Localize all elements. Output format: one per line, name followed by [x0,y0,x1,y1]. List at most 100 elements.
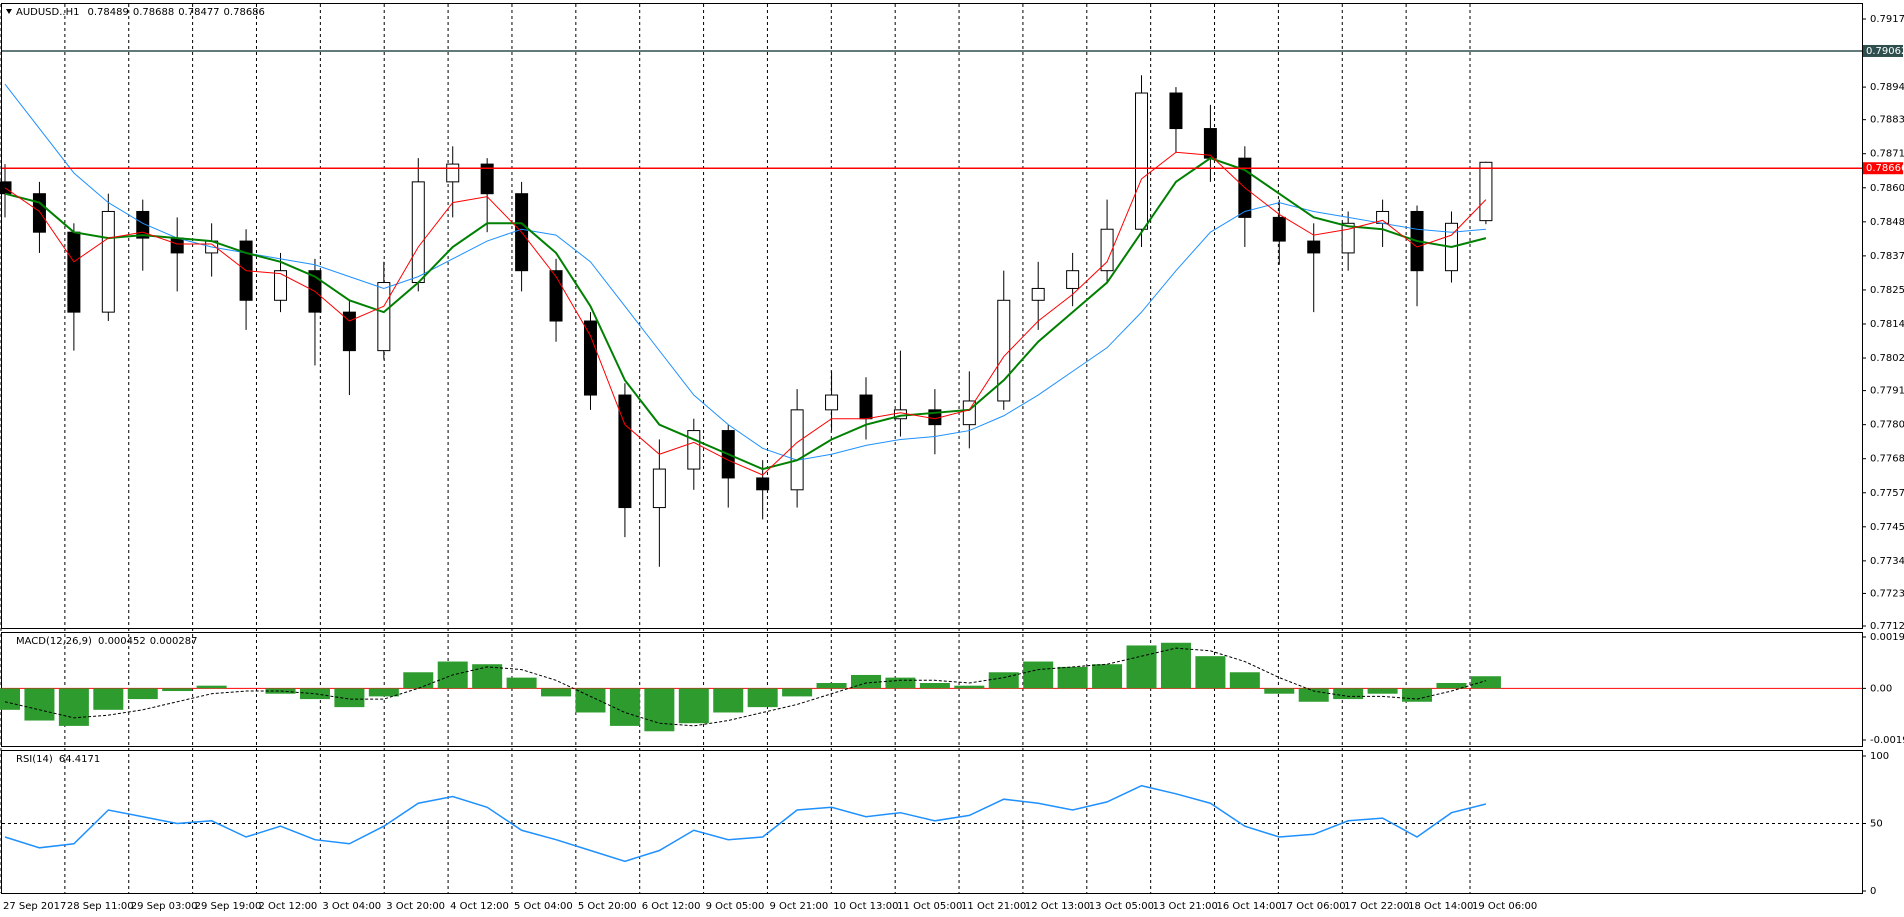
x-tick-label: 9 Oct 05:00 [706,901,765,912]
x-tick-label: 17 Oct 06:00 [1280,901,1345,912]
candle-body [1100,228,1114,272]
candle-body [1066,270,1080,289]
y-tick-label: 0 [1870,886,1876,897]
ohlc-value: 0.78686 [224,7,265,18]
candle-body [377,282,391,352]
price-box [1863,44,1903,57]
y-tick-label: 50 [1870,819,1883,830]
candle-body [618,394,632,509]
y-tick-label: 0.77455 [1870,522,1904,533]
macd-bar [162,688,193,692]
y-tick-label: 0.77685 [1870,454,1904,465]
x-tick-label: 10 Oct 13:00 [833,901,898,912]
y-tick-label: 0.78025 [1870,353,1904,364]
macd-bar [506,677,537,689]
y-tick-label: 0.78255 [1870,285,1904,296]
candle-body [859,394,873,420]
candle-body [790,409,804,491]
x-tick-label: 28 Sep 11:00 [67,901,134,912]
x-tick-label: 29 Sep 19:00 [195,901,262,912]
x-tick-label: 9 Oct 21:00 [769,901,828,912]
candle-body [1272,216,1286,242]
moving-average [4,151,1487,476]
y-tick-label: 0.00 [1870,683,1892,694]
candle-body [136,210,150,239]
x-tick-label: 13 Oct 21:00 [1153,901,1218,912]
price-label: 0.79062 [1866,46,1904,57]
macd-value: 0.000287 [150,636,198,647]
macd-bar [1470,676,1501,689]
rsi-value: 64.4171 [59,754,100,765]
x-tick-label: 6 Oct 12:00 [642,901,701,912]
x-tick-label: 13 Oct 05:00 [1089,901,1154,912]
macd-bar [678,688,709,724]
macd-bar [1298,688,1329,702]
macd-bar [265,688,296,694]
macd-bar [644,688,675,732]
macd-bar [885,677,916,689]
candle-body [1479,161,1493,222]
candle-body [274,270,288,301]
candle-body [1341,222,1355,254]
macd-bar [713,688,744,713]
x-tick-label: 17 Oct 22:00 [1344,901,1409,912]
menu-arrow[interactable] [6,9,12,14]
macd-bar [782,688,813,697]
ohlc-value: 0.78688 [133,7,174,18]
candle-body [1135,92,1149,230]
candle-body [67,231,81,313]
macd-bar [919,682,950,689]
candle-body [1169,92,1183,130]
macd-value: 0.000452 [98,636,146,647]
macd-bar [851,674,881,689]
candle-body [446,163,460,183]
macd-bar [575,688,606,713]
candle-body [1031,287,1045,301]
macd-bar [299,688,330,700]
x-tick-label: 29 Sep 03:00 [131,901,198,912]
y-tick-label: 0.77915 [1870,386,1904,397]
y-tick-label: 0.001915 [1870,632,1904,643]
macd-bar [1333,688,1364,700]
symbol-label: AUDUSD..H1 [16,7,79,18]
candle-body [101,210,115,313]
macd-bar [93,688,124,710]
macd-bar [472,664,503,689]
macd-bar [1126,645,1157,689]
x-tick-label: 11 Oct 21:00 [961,901,1026,912]
macd-bar [1057,666,1088,689]
y-tick-label: 0.78485 [1870,217,1904,228]
macd-bar [368,688,399,697]
candle-body [825,394,839,411]
candle-body [583,320,597,396]
macd-bar [816,682,847,689]
macd-bar [1402,688,1433,702]
candle-body [32,193,46,233]
candle-body [756,477,770,491]
macd-bar [58,688,89,726]
x-tick-label: 19 Oct 06:00 [1472,901,1537,912]
x-tick-label: 5 Oct 20:00 [578,901,637,912]
ohlc-value: 0.78477 [178,7,219,18]
macd-bar [24,688,55,721]
macd-bar [954,685,985,689]
ohlc-value: 0.78489 [87,7,128,18]
price-label: 0.78666 [1866,163,1904,174]
macd-bar [1023,661,1054,689]
candle-body [480,163,494,195]
macd-bar [334,688,365,708]
macd-bar [1229,672,1260,689]
macd-bar [1160,642,1191,689]
x-tick-label: 11 Oct 05:00 [897,901,962,912]
x-tick-label: 18 Oct 14:00 [1408,901,1473,912]
